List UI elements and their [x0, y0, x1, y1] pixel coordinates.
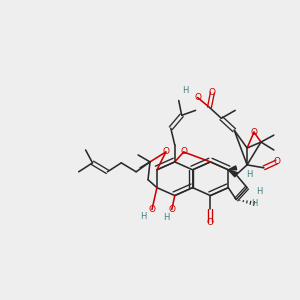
Polygon shape	[228, 166, 237, 170]
Text: H: H	[256, 187, 262, 196]
Text: O: O	[180, 148, 187, 157]
Text: O: O	[207, 218, 214, 227]
Text: H: H	[251, 199, 257, 208]
Text: H: H	[140, 212, 146, 221]
Text: O: O	[148, 205, 155, 214]
Text: O: O	[194, 93, 201, 102]
Text: O: O	[168, 205, 175, 214]
Text: O: O	[209, 88, 216, 97]
Text: O: O	[250, 128, 257, 137]
Text: H: H	[246, 170, 252, 179]
Text: O: O	[273, 158, 280, 166]
Text: O: O	[162, 148, 169, 157]
Polygon shape	[228, 170, 238, 177]
Text: H: H	[163, 213, 169, 222]
Text: H: H	[182, 86, 189, 95]
